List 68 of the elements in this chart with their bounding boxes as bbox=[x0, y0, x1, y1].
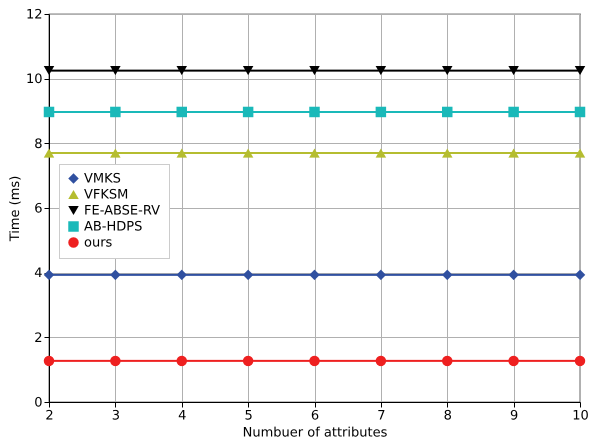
legend-label: VFKSM bbox=[84, 188, 128, 202]
point bbox=[574, 356, 586, 366]
point bbox=[309, 356, 320, 366]
point bbox=[44, 66, 54, 76]
point bbox=[110, 356, 121, 366]
point bbox=[242, 270, 254, 280]
point bbox=[176, 148, 187, 158]
point bbox=[309, 148, 320, 158]
point bbox=[309, 106, 320, 118]
y-tick-label: 2 bbox=[34, 330, 42, 346]
x-axis-title: Numbuer of attributes bbox=[242, 426, 388, 440]
point bbox=[574, 106, 586, 118]
point bbox=[44, 356, 54, 366]
point bbox=[442, 148, 452, 158]
point bbox=[309, 270, 320, 280]
point bbox=[508, 356, 519, 366]
point bbox=[176, 270, 187, 280]
x-tick-label: 3 bbox=[112, 408, 120, 424]
x-tick-label: 6 bbox=[310, 408, 320, 424]
point bbox=[242, 148, 254, 158]
point bbox=[574, 66, 586, 76]
point bbox=[44, 106, 54, 118]
y-tick-label: 6 bbox=[34, 202, 42, 216]
point bbox=[442, 66, 452, 76]
y-tick-label: 10 bbox=[26, 72, 42, 88]
point bbox=[176, 356, 187, 366]
point bbox=[508, 270, 519, 280]
point bbox=[176, 106, 187, 118]
point bbox=[508, 106, 519, 118]
point bbox=[442, 106, 452, 118]
point bbox=[442, 270, 452, 280]
legend-label: AB-HDPS bbox=[84, 220, 142, 234]
x-tick-label: 4 bbox=[178, 408, 186, 424]
point bbox=[376, 356, 386, 366]
legend-label: FE-ABSE-RV bbox=[84, 204, 160, 218]
y-tick-label: 12 bbox=[26, 8, 42, 22]
point bbox=[242, 106, 254, 118]
y-tick-label: 4 bbox=[34, 266, 42, 282]
y-tick-label: 8 bbox=[34, 136, 42, 152]
point bbox=[309, 66, 320, 76]
x-tick-label: 9 bbox=[510, 408, 518, 424]
x-tick-label: 5 bbox=[244, 408, 253, 424]
point bbox=[508, 148, 519, 158]
x-tick-label: 10 bbox=[572, 408, 589, 424]
x-tick-label: 8 bbox=[444, 408, 452, 424]
point bbox=[110, 148, 121, 158]
y-axis-title: Time (ms) bbox=[8, 176, 23, 242]
point bbox=[242, 66, 254, 76]
point bbox=[508, 66, 519, 76]
legend-label: ours bbox=[84, 236, 113, 250]
point bbox=[376, 66, 386, 76]
point bbox=[110, 106, 121, 118]
point bbox=[376, 106, 386, 118]
point bbox=[110, 66, 121, 76]
y-tick-label: 0 bbox=[34, 396, 42, 410]
point bbox=[574, 148, 586, 158]
point bbox=[442, 356, 452, 366]
point bbox=[376, 148, 386, 158]
x-tick-label: 7 bbox=[377, 408, 386, 424]
point bbox=[574, 270, 586, 280]
x-tick-label: 2 bbox=[45, 408, 54, 424]
point bbox=[176, 66, 187, 76]
point bbox=[376, 270, 386, 280]
point bbox=[44, 270, 54, 280]
legend-label: VMKS bbox=[84, 172, 121, 186]
point bbox=[242, 356, 254, 366]
point bbox=[44, 148, 54, 158]
point bbox=[110, 270, 121, 280]
